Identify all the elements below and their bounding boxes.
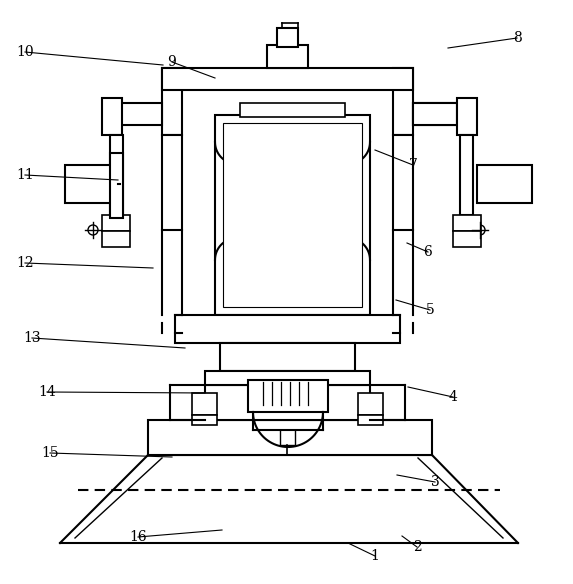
Bar [102, 231, 130, 247]
Text: 14: 14 [38, 385, 56, 399]
Text: 16: 16 [129, 530, 147, 544]
Bar [110, 135, 123, 215]
Bar [162, 68, 182, 135]
Bar [102, 98, 122, 135]
Bar [102, 215, 130, 231]
Bar [413, 103, 457, 125]
Text: 11: 11 [16, 168, 34, 182]
Text: 9: 9 [168, 55, 176, 69]
Bar [192, 393, 217, 415]
Bar [453, 215, 481, 231]
Text: 5: 5 [426, 303, 434, 317]
Bar [393, 135, 413, 230]
Bar [220, 343, 355, 371]
Bar [248, 380, 328, 412]
Text: 6: 6 [423, 245, 433, 259]
Bar [205, 371, 370, 385]
Bar [477, 165, 532, 203]
Bar [175, 315, 400, 343]
Bar [65, 165, 120, 203]
Bar [358, 393, 383, 415]
Bar [118, 103, 162, 125]
Bar [393, 68, 413, 135]
Bar [162, 135, 182, 230]
Text: 7: 7 [409, 158, 418, 172]
Text: 12: 12 [16, 256, 34, 270]
Bar [223, 123, 362, 307]
Text: 2: 2 [413, 540, 421, 554]
Bar [205, 385, 370, 420]
Bar [148, 420, 432, 455]
Bar [192, 415, 217, 425]
Text: 10: 10 [16, 45, 34, 59]
Bar [267, 45, 308, 68]
Text: 8: 8 [513, 31, 521, 45]
Text: 4: 4 [449, 390, 457, 404]
Bar [240, 103, 345, 117]
Bar [460, 135, 473, 215]
Text: 3: 3 [431, 475, 439, 489]
Bar [277, 28, 298, 47]
Bar [162, 68, 413, 90]
Text: 15: 15 [41, 446, 59, 460]
Bar [457, 98, 477, 135]
Bar [453, 231, 481, 247]
Bar [110, 153, 123, 218]
Bar [358, 415, 383, 425]
Text: 13: 13 [23, 331, 41, 345]
Text: 1: 1 [371, 549, 379, 563]
Bar [215, 115, 370, 315]
Bar [413, 103, 473, 125]
